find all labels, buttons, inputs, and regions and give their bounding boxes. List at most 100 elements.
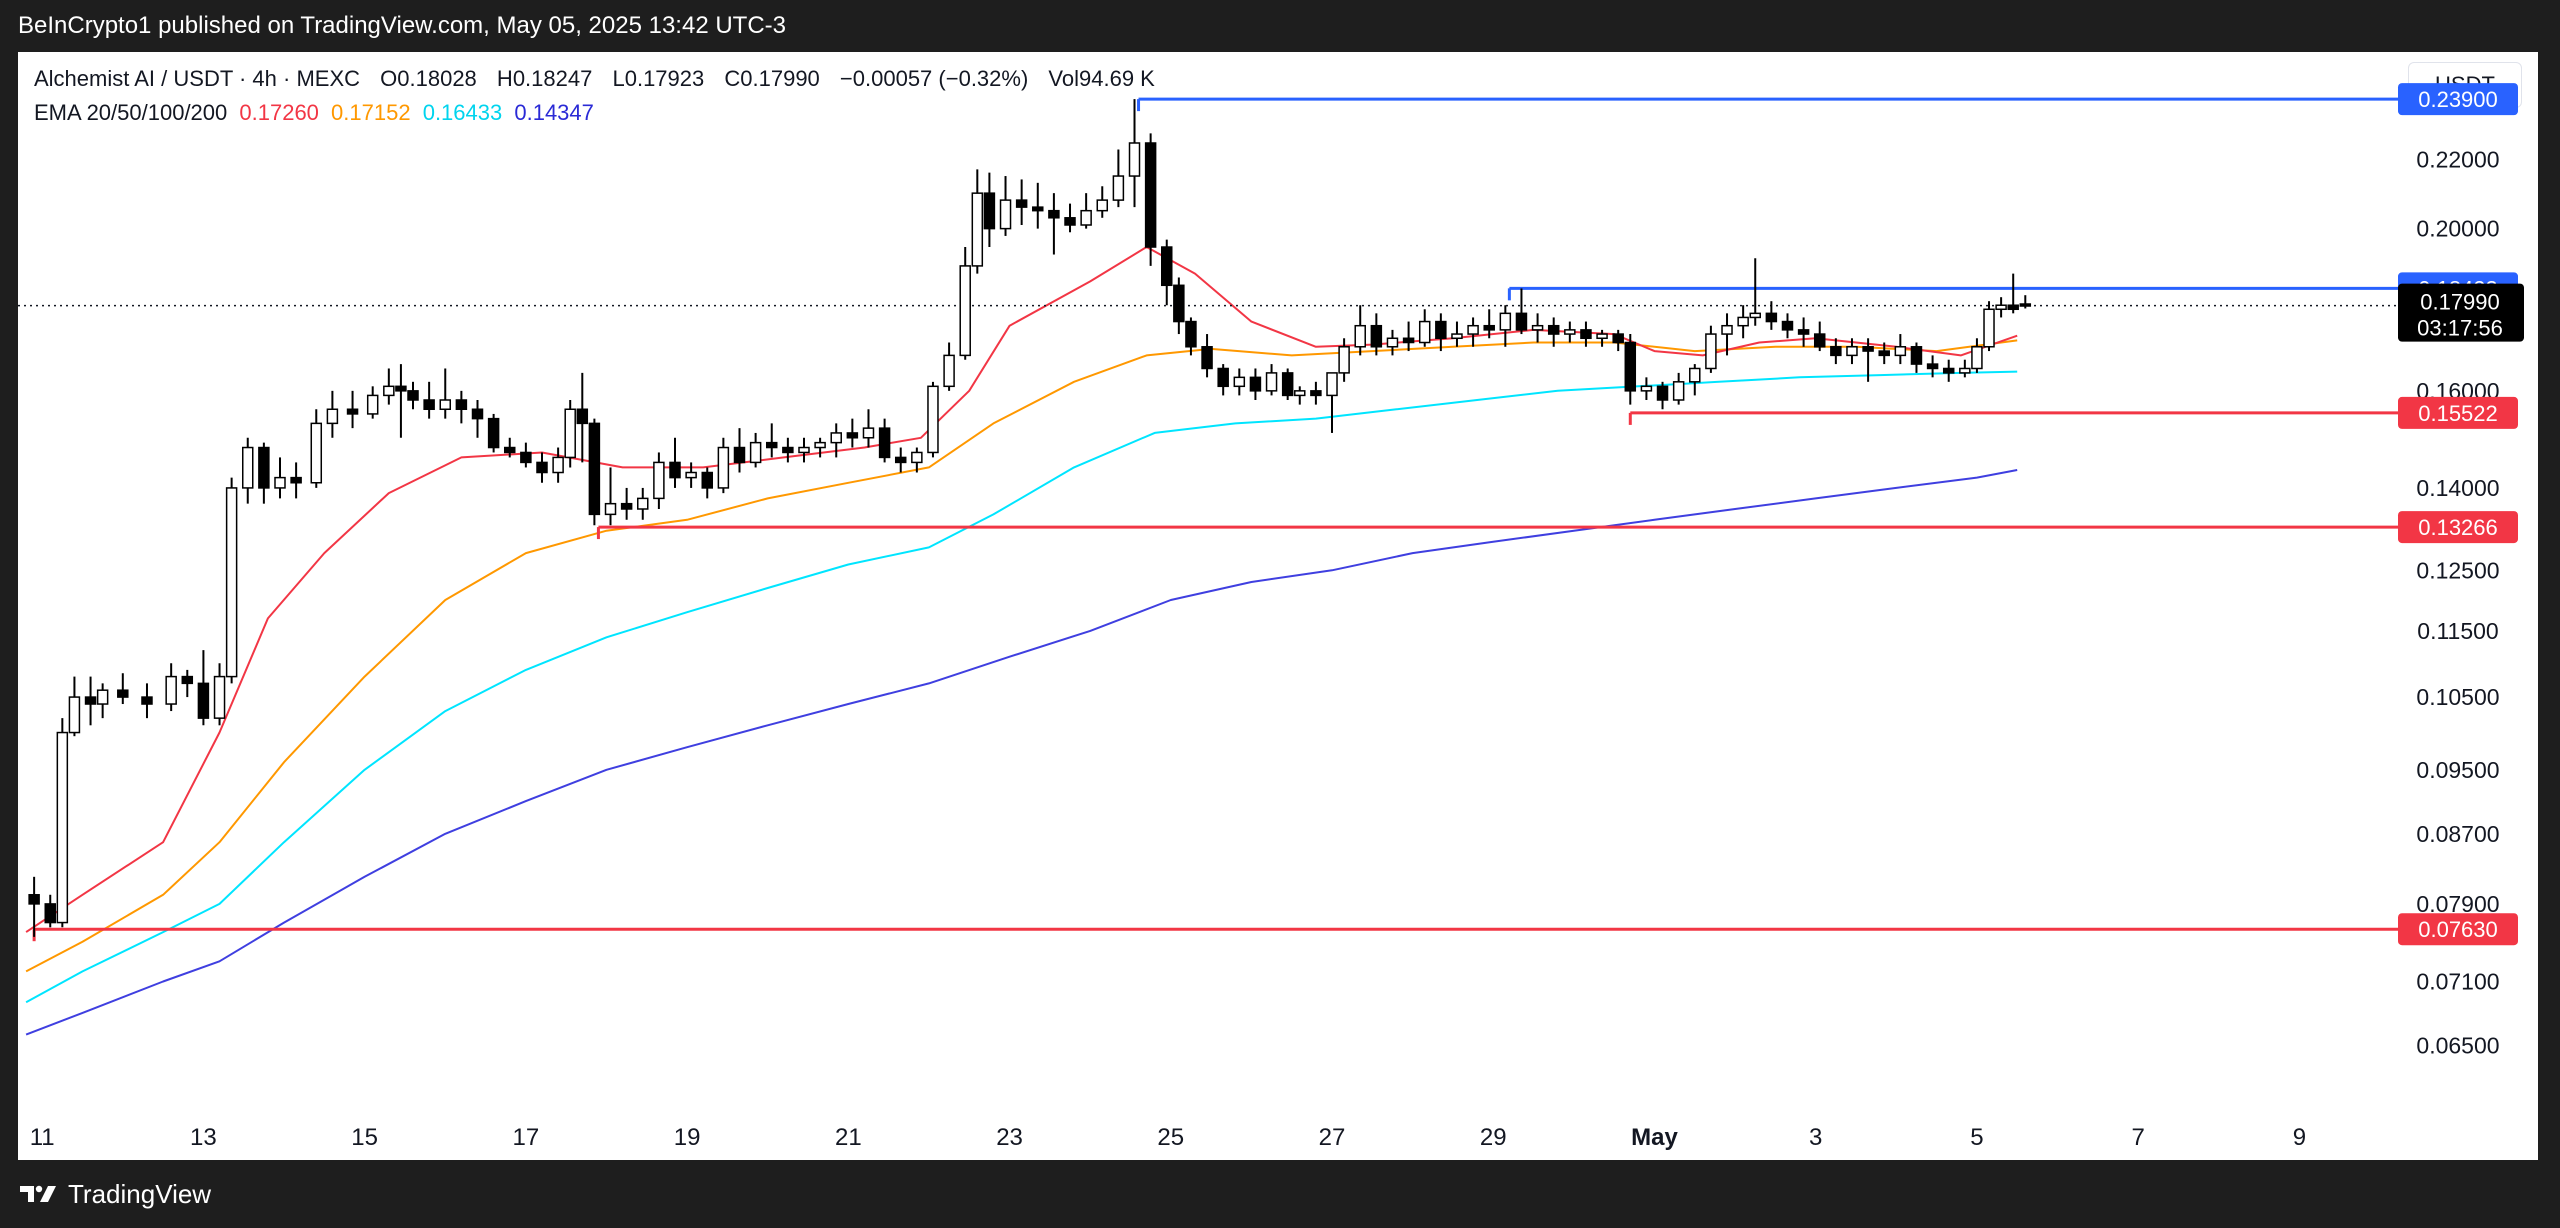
candle-body[interactable] — [1217, 367, 1229, 388]
candle-body[interactable] — [1080, 209, 1092, 226]
candle-body[interactable] — [1144, 142, 1157, 248]
candle-body[interactable] — [1547, 324, 1560, 335]
candle-body[interactable] — [1765, 312, 1778, 323]
candle-body[interactable] — [197, 682, 210, 719]
candle-body[interactable] — [1173, 284, 1185, 323]
candle-body[interactable] — [503, 446, 516, 454]
candle-body[interactable] — [1737, 316, 1749, 327]
candle-body[interactable] — [1862, 346, 1874, 352]
candle-body[interactable] — [1294, 390, 1306, 397]
candle-body[interactable] — [487, 417, 500, 449]
candle-body[interactable] — [141, 696, 153, 705]
candle-body[interactable] — [1370, 324, 1383, 348]
candle-body[interactable] — [1689, 367, 1701, 383]
candle-body[interactable] — [1467, 324, 1479, 335]
candle-body[interactable] — [1894, 346, 1907, 357]
candle-body[interactable] — [242, 446, 254, 489]
candle-body[interactable] — [1265, 372, 1278, 392]
candle-body[interactable] — [326, 408, 339, 425]
candle-body[interactable] — [1128, 142, 1141, 177]
candle-body[interactable] — [620, 502, 633, 510]
candle-body[interactable] — [552, 456, 564, 474]
candle-body[interactable] — [423, 399, 435, 411]
candle-body[interactable] — [395, 385, 407, 392]
candle-body[interactable] — [1310, 390, 1322, 397]
candle-body[interactable] — [1112, 175, 1125, 201]
candle-body[interactable] — [1564, 329, 1576, 335]
candle-body[interactable] — [1580, 329, 1592, 340]
candle-body[interactable] — [1515, 312, 1528, 331]
candle-body[interactable] — [798, 446, 810, 454]
candle-body[interactable] — [455, 399, 468, 411]
candle-body[interactable] — [1451, 333, 1463, 340]
candle-body[interactable] — [971, 192, 984, 267]
candle-body[interactable] — [1926, 363, 1939, 370]
candle-body[interactable] — [576, 408, 589, 425]
candle-body[interactable] — [536, 461, 548, 474]
candle-body[interactable] — [1797, 329, 1810, 335]
candle-body[interactable] — [1201, 346, 1213, 370]
candle-body[interactable] — [1830, 346, 1842, 357]
candle-body[interactable] — [653, 461, 665, 500]
candle-body[interactable] — [862, 427, 875, 439]
candle-body[interactable] — [749, 441, 762, 464]
candle-body[interactable] — [846, 432, 859, 439]
candle-body[interactable] — [1846, 346, 1858, 357]
candle-body[interactable] — [782, 446, 794, 454]
candle-body[interactable] — [28, 894, 40, 905]
candle-body[interactable] — [520, 451, 532, 464]
candle-body[interactable] — [96, 689, 109, 705]
candle-body[interactable] — [2019, 303, 2032, 307]
candle-body[interactable] — [258, 446, 270, 489]
candle-body[interactable] — [1096, 199, 1109, 212]
candle-body[interactable] — [346, 408, 359, 415]
candle-body[interactable] — [1161, 246, 1173, 287]
candle-body[interactable] — [2007, 304, 2019, 311]
tradingview-brand[interactable]: TradingView — [18, 1178, 211, 1210]
candle-body[interactable] — [1386, 337, 1399, 348]
candle-body[interactable] — [1721, 324, 1733, 335]
candle-body[interactable] — [765, 441, 778, 449]
candle-body[interactable] — [383, 385, 395, 397]
candle-body[interactable] — [1402, 337, 1415, 344]
candle-body[interactable] — [1032, 206, 1044, 212]
candle-body[interactable] — [1531, 324, 1544, 331]
candle-body[interactable] — [685, 471, 697, 479]
candle-body[interactable] — [894, 456, 907, 464]
candle-body[interactable] — [1656, 385, 1669, 401]
candle-body[interactable] — [213, 675, 226, 719]
candle-body[interactable] — [911, 451, 923, 464]
candle-body[interactable] — [44, 903, 56, 924]
candle-body[interactable] — [1499, 312, 1512, 331]
candle-body[interactable] — [1672, 381, 1685, 401]
candle-body[interactable] — [588, 422, 601, 516]
candle-body[interactable] — [407, 390, 419, 401]
candle-body[interactable] — [290, 476, 302, 484]
candle-body[interactable] — [1942, 367, 1955, 374]
candle-body[interactable] — [733, 446, 746, 464]
candle-body[interactable] — [68, 696, 81, 734]
candle-body[interactable] — [927, 385, 939, 454]
candle-body[interactable] — [1640, 385, 1653, 392]
candle-body[interactable] — [878, 427, 891, 459]
candle-body[interactable] — [1048, 209, 1060, 219]
candle-body[interactable] — [943, 354, 955, 388]
candle-body[interactable] — [1596, 333, 1608, 340]
candle-body[interactable] — [1781, 320, 1794, 331]
candle-body[interactable] — [830, 432, 842, 444]
candle-body[interactable] — [165, 675, 177, 705]
candle-body[interactable] — [814, 441, 826, 449]
candle-body[interactable] — [999, 199, 1012, 230]
candle-body[interactable] — [1612, 333, 1624, 344]
candle-body[interactable] — [1015, 199, 1028, 208]
candle-body[interactable] — [366, 394, 379, 415]
candle-body[interactable] — [1435, 320, 1447, 340]
candle-body[interactable] — [225, 487, 238, 678]
candle-body[interactable] — [1338, 346, 1350, 374]
candle-body[interactable] — [1749, 312, 1761, 319]
candle-body[interactable] — [1995, 304, 2007, 311]
candle-body[interactable] — [1249, 376, 1262, 392]
candle-body[interactable] — [717, 446, 730, 489]
candle-body[interactable] — [84, 696, 97, 705]
candle-body[interactable] — [959, 265, 971, 357]
